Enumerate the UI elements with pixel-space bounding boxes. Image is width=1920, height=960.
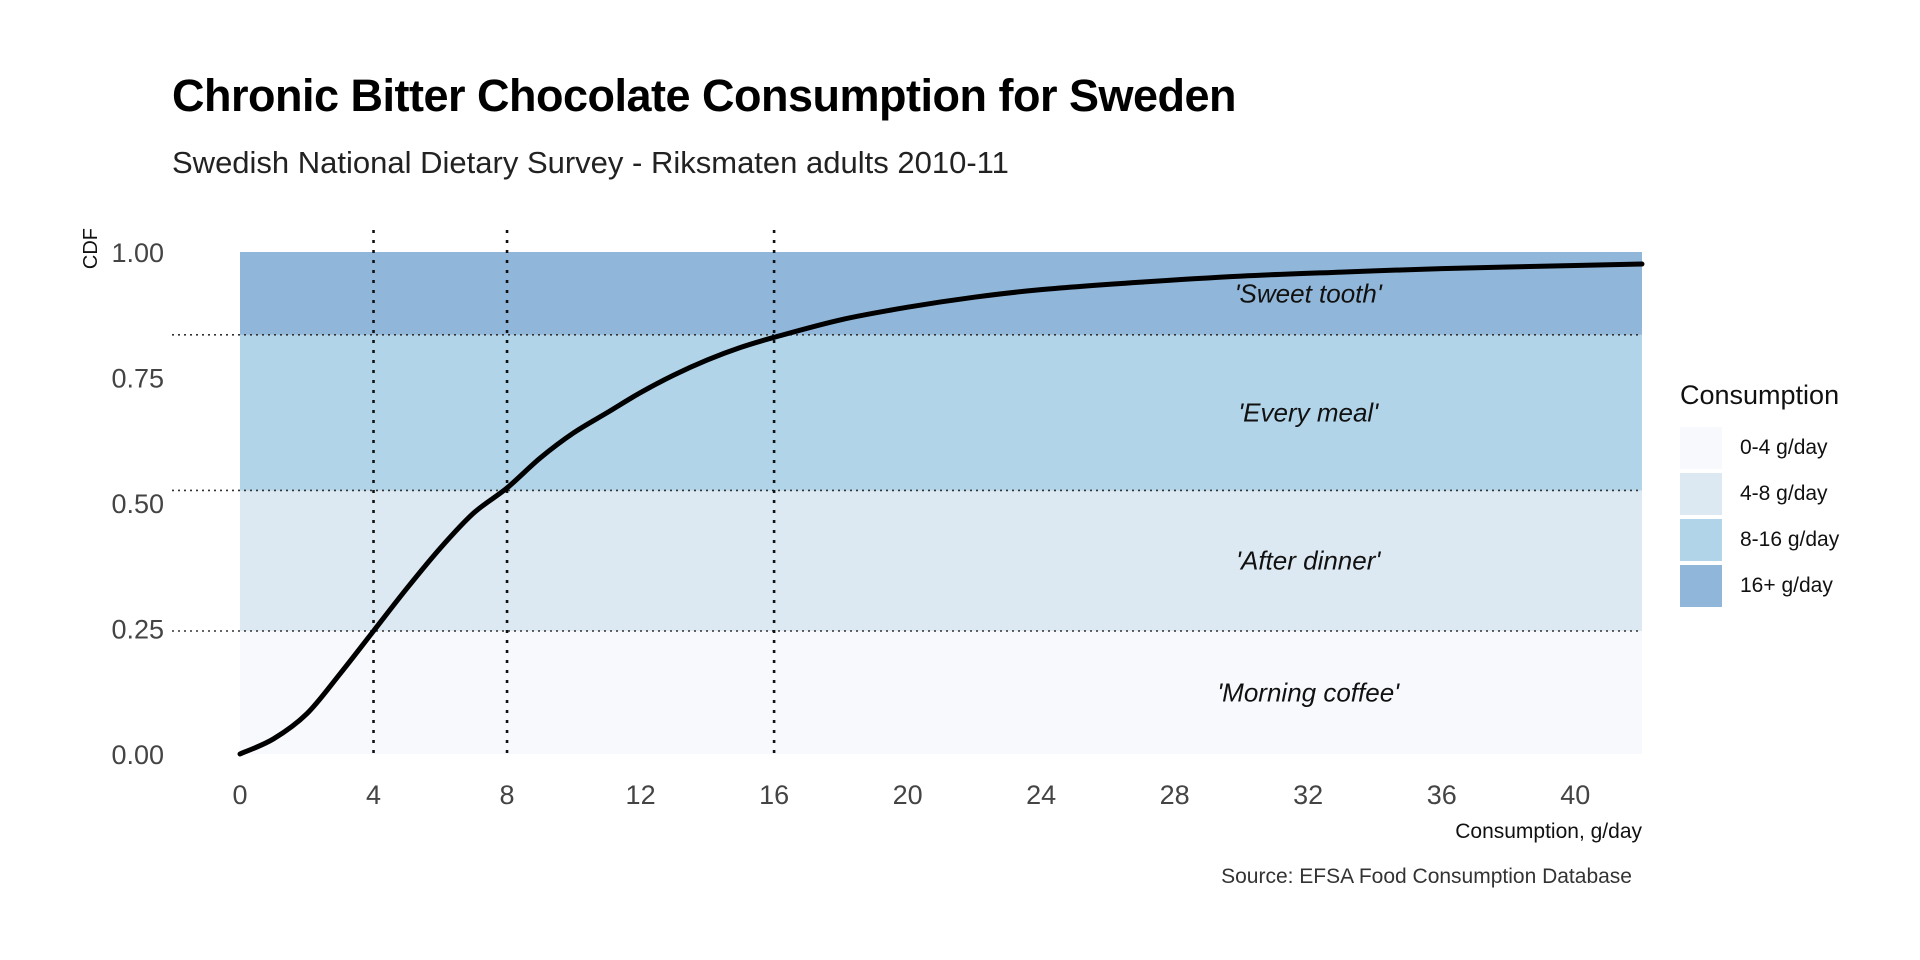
bands-layer: [240, 252, 1642, 754]
x-tick-label: 24: [1026, 780, 1056, 810]
band-labels-layer: 'Morning coffee' 'After dinner' 'Every mea…: [1217, 278, 1400, 707]
legend-item: 4-8 g/day: [1680, 471, 1839, 517]
y-tick-label: 0.25: [111, 615, 164, 645]
x-tick-label: 20: [893, 780, 923, 810]
chart-subtitle: Swedish National Dietary Survey - Riksma…: [172, 145, 1009, 180]
y-tick-label: 1.00: [111, 238, 164, 268]
legend-title: Consumption: [1680, 380, 1840, 410]
axis-layer: 0 4 8 12 16 20 24 28 32 36 40 0.00 0.25 0.50 0.75 1.00 C…: [80, 228, 1642, 843]
x-tick-label: 40: [1560, 780, 1590, 810]
x-tick-label: 0: [232, 780, 247, 810]
band-rect: [240, 252, 1642, 335]
legend-label: 4-8 g/day: [1740, 482, 1828, 505]
reference-lines-layer: [172, 230, 1642, 754]
legend-swatch: [1680, 519, 1722, 561]
source-caption: Source: EFSA Food Consumption Database: [1221, 865, 1632, 888]
x-tick-label: 36: [1427, 780, 1457, 810]
legend-swatch: [1680, 427, 1722, 469]
legend-item: 16+ g/day: [1680, 563, 1839, 609]
line-layer: [237, 261, 1645, 757]
y-axis-label: CDF: [80, 228, 102, 269]
legend-label: 8-16 g/day: [1740, 528, 1840, 551]
x-tick-label: 8: [500, 780, 515, 810]
y-tick-label: 0.50: [111, 489, 164, 519]
legend-swatch: [1680, 473, 1722, 515]
band-rect: [240, 631, 1642, 754]
y-tick-label: 0.75: [111, 364, 164, 394]
band-label: 'Every meal': [1238, 398, 1379, 428]
x-tick-label: 32: [1293, 780, 1323, 810]
band-rect: [240, 490, 1642, 632]
legend-item: 8-16 g/day: [1680, 517, 1839, 563]
legend-label: 0-4 g/day: [1740, 436, 1828, 459]
cdf-line: [237, 261, 1645, 757]
legend: Consumption 0-4 g/day 4-8 g/day 8-16 g/d…: [1680, 380, 1839, 609]
chart-title: Chronic Bitter Chocolate Consumption for…: [172, 70, 1237, 121]
x-tick-label: 28: [1160, 780, 1190, 810]
x-tick-label: 12: [626, 780, 656, 810]
legend-item: 0-4 g/day: [1680, 425, 1839, 471]
y-tick-label: 0.00: [111, 740, 164, 770]
band-label: 'Sweet tooth': [1235, 278, 1383, 308]
x-axis-label: Consumption, g/day: [1455, 820, 1642, 843]
legend-swatch: [1680, 565, 1722, 607]
band-label: 'Morning coffee': [1217, 678, 1400, 708]
band-label: 'After dinner': [1236, 546, 1381, 576]
legend-label: 16+ g/day: [1740, 574, 1833, 597]
band-rect: [240, 334, 1642, 491]
x-tick-label: 16: [759, 780, 789, 810]
x-tick-label: 4: [366, 780, 381, 810]
